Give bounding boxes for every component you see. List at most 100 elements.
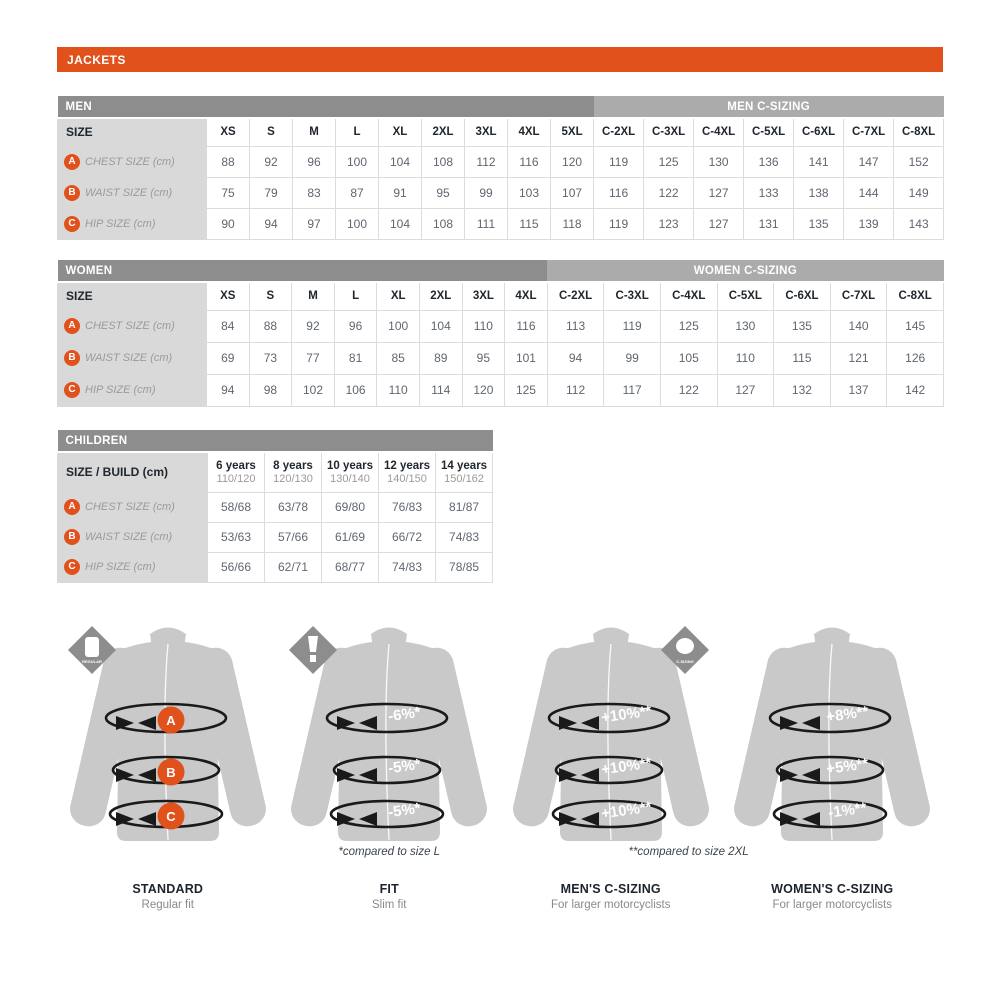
figure-subtitle: For larger motorcyclists — [772, 899, 893, 911]
figure-subtitle: Slim fit — [372, 899, 407, 911]
measure-badge-b: B — [64, 184, 80, 201]
measure-value-cell: 147 — [843, 145, 895, 178]
measure-label-cell: A CHEST SIZE (cm) — [57, 309, 207, 343]
table-row: B WAIST SIZE (cm) 75 79 83 87 91 95 99 103 107 116 1… — [57, 176, 945, 209]
measure-label-cell: B WAIST SIZE (cm) — [57, 176, 207, 209]
measure-value-cell: 101 — [504, 341, 548, 375]
women-group-header: WOMEN — [57, 260, 548, 283]
jacket-illustration: A B C REGULAR — [67, 625, 266, 841]
measure-value-cell: 108 — [421, 207, 465, 240]
measure-value-cell: 96 — [333, 309, 378, 343]
svg-text:-5%*: -5%* — [387, 800, 422, 821]
measure-value-cell: 77 — [291, 341, 335, 375]
svg-text:REGULAR: REGULAR — [82, 659, 102, 664]
measure-value-cell: 90 — [206, 207, 250, 240]
footnote: **compared to size 2XL — [628, 846, 749, 858]
svg-text:+5%**: +5%** — [826, 755, 870, 778]
measure-value-cell: 99 — [603, 341, 661, 375]
measure-value-cell: 143 — [893, 207, 945, 240]
measure-value-cell: 61/69 — [321, 521, 379, 553]
age-years: 8 years — [273, 459, 313, 472]
size-column-header: M — [292, 117, 336, 147]
measure-badge-a: A — [64, 318, 80, 334]
age-column-header: 8 years 120/130 — [264, 451, 322, 493]
measure-value-cell: 116 — [504, 309, 548, 343]
age-years: 10 years — [326, 459, 374, 472]
measure-value-cell: 84 — [206, 309, 250, 343]
age-years: 12 years — [383, 459, 431, 472]
table-row: C HIP SIZE (cm) 94 98 102 106 110 114 120 125 112 1… — [57, 373, 945, 407]
measure-value-cell: 125 — [504, 373, 548, 407]
size-column-header: C-6XL — [773, 281, 831, 311]
measure-value-cell: 94 — [206, 373, 250, 407]
measure-value-cell: 100 — [335, 145, 379, 178]
measure-value-cell: 56/66 — [207, 551, 265, 583]
size-column-header: C-5XL — [743, 117, 795, 147]
size-column-header: C-2XL — [546, 281, 605, 311]
size-column-header: XL — [376, 281, 420, 311]
svg-text:-5%*: -5%* — [387, 756, 422, 777]
figure-caption: STANDARD Regular fit — [57, 882, 279, 911]
measure-value-cell: 119 — [593, 145, 645, 178]
measure-value-cell: 95 — [421, 176, 465, 209]
size-column-header: C-7XL — [829, 281, 888, 311]
figure-title: STANDARD — [132, 882, 204, 896]
measure-value-cell: 63/78 — [264, 491, 322, 523]
fit-figures: A B C REGULAR STANDARD Regular fit -6%* -5%* -5%… — [57, 618, 943, 938]
measure-value-cell: 79 — [249, 176, 293, 209]
measure-value-cell: 110 — [376, 373, 420, 407]
age-column-header: 14 years 150/162 — [434, 451, 494, 493]
measure-value-cell: 81/87 — [434, 491, 494, 523]
measure-value-cell: 126 — [886, 341, 945, 375]
measure-value-cell: 74/83 — [434, 521, 494, 553]
measure-label-cell: A CHEST SIZE (cm) — [57, 145, 207, 178]
measure-value-cell: 78/85 — [434, 551, 494, 583]
table-row: A CHEST SIZE (cm) 84 88 92 96 100 104 110 116 113 1… — [57, 309, 945, 343]
fit-figure-4: +8%** +5%** -1%** WOMEN'S C-SIZING For large… — [722, 618, 944, 938]
size-column-header: S — [248, 281, 293, 311]
jacket-illustration: +10%** +10%** +10%** C-SIZING — [512, 625, 709, 841]
size-column-header: L — [333, 281, 378, 311]
age-build: 150/162 — [444, 472, 484, 485]
measure-value-cell: 88 — [206, 145, 250, 178]
measure-value-cell: 73 — [248, 341, 293, 375]
measure-badge-c: C — [64, 382, 80, 398]
size-column-header: 5XL — [549, 117, 595, 147]
measure-value-cell: 116 — [507, 145, 551, 178]
measure-value-cell: 115 — [773, 341, 831, 375]
women-table: WOMEN WOMEN C-SIZING SIZE XS S M L XL 2XL 3XL 4XL C… — [57, 260, 945, 407]
measure-label: CHEST SIZE (cm) — [85, 155, 175, 168]
svg-text:-1%**: -1%** — [827, 799, 868, 821]
fit-figure-2: -6%* -5%* -5%* *compared to size L FIT Slim f… — [279, 618, 501, 938]
measure-label: CHEST SIZE (cm) — [85, 320, 175, 332]
measure-badge-c: C — [64, 215, 80, 232]
size-column-header: C-3XL — [603, 281, 661, 311]
jacket-illustration: -6%* -5%* -5%* — [289, 625, 488, 841]
measure-value-cell: 149 — [893, 176, 945, 209]
measure-value-cell: 138 — [793, 176, 845, 209]
measure-badge-b: B — [64, 350, 80, 366]
size-column-header: C-2XL — [593, 117, 645, 147]
measure-label-cell: C HIP SIZE (cm) — [57, 373, 207, 407]
measure-value-cell: 81 — [333, 341, 378, 375]
figure-subtitle: Regular fit — [141, 899, 194, 911]
table-row: B WAIST SIZE (cm) 53/63 57/66 61/69 66/72 74/8… — [57, 521, 494, 553]
size-column-header: C-8XL — [893, 117, 945, 147]
size-column-header: M — [291, 281, 335, 311]
size-header-label: SIZE — [57, 281, 207, 311]
measure-value-cell: 127 — [693, 176, 745, 209]
measure-value-cell: 137 — [829, 373, 888, 407]
measure-value-cell: 112 — [464, 145, 508, 178]
measure-label-cell: C HIP SIZE (cm) — [57, 207, 207, 240]
measure-value-cell: 152 — [893, 145, 945, 178]
jacket-illustration: +8%** +5%** -1%** — [734, 627, 931, 841]
measure-label: HIP SIZE (cm) — [85, 561, 156, 573]
measure-value-cell: 106 — [333, 373, 378, 407]
measure-value-cell: 108 — [421, 145, 465, 178]
measure-value-cell: 88 — [248, 309, 293, 343]
measure-value-cell: 123 — [643, 207, 695, 240]
fit-figure-1: A B C REGULAR STANDARD Regular fit — [57, 618, 279, 938]
measure-value-cell: 127 — [716, 373, 775, 407]
page-title: JACKETS — [57, 47, 943, 72]
measure-label-cell: C HIP SIZE (cm) — [57, 551, 208, 583]
